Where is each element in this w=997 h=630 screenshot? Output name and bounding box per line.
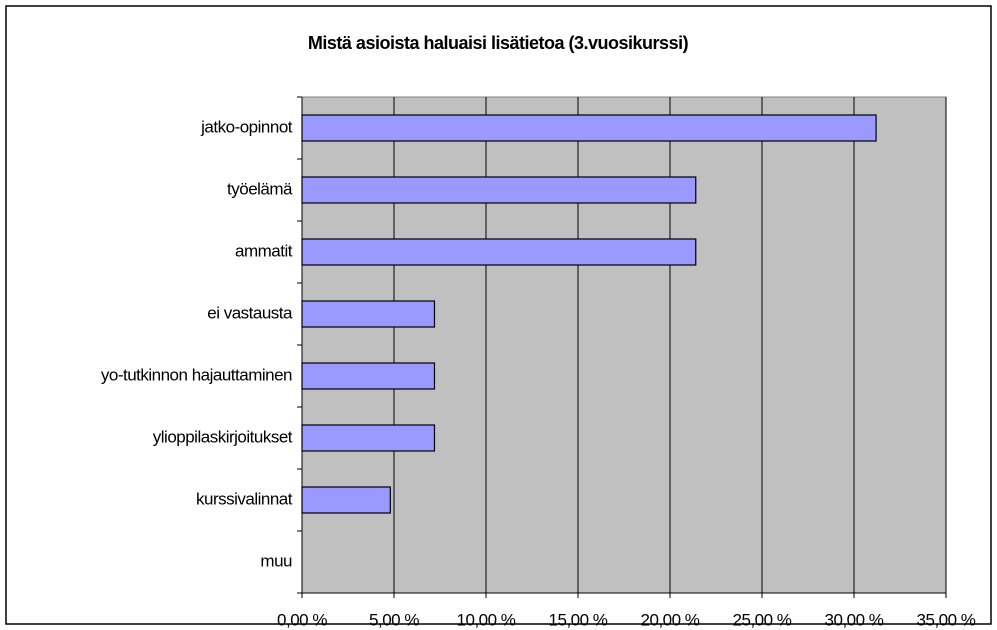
bar	[301, 362, 436, 390]
bar	[301, 424, 436, 452]
y-tick-label: ylioppilaskirjoitukset	[153, 427, 293, 446]
bar	[301, 486, 391, 514]
y-tick-label: työelämä	[227, 179, 293, 198]
x-tick-label: 5,00 %	[369, 610, 419, 629]
x-tick-label: 20,00 %	[641, 610, 700, 629]
bar	[301, 114, 877, 142]
bar	[301, 238, 697, 266]
x-tick-label: 35,00 %	[917, 610, 976, 629]
y-tick-label: jatko-opinnot	[200, 117, 293, 136]
y-tick-label: ei vastausta	[207, 303, 293, 322]
x-tick-label: 30,00 %	[825, 610, 884, 629]
y-tick-label: muu	[260, 551, 292, 570]
x-tick-label: 10,00 %	[457, 610, 516, 629]
plot-area	[301, 96, 947, 594]
bar	[301, 176, 697, 204]
x-tick-label: 15,00 %	[549, 610, 608, 629]
chart-title: Mistä asioista haluaisi lisätietoa (3.vu…	[308, 33, 689, 53]
x-tick-label: 25,00 %	[733, 610, 792, 629]
y-tick-label: yo-tutkinnon hajauttaminen	[101, 365, 292, 384]
x-tick-label: 0,00 %	[277, 610, 327, 629]
y-tick-label: kurssivalinnat	[196, 489, 293, 508]
bar	[301, 300, 436, 328]
y-tick-label: ammatit	[235, 241, 293, 260]
